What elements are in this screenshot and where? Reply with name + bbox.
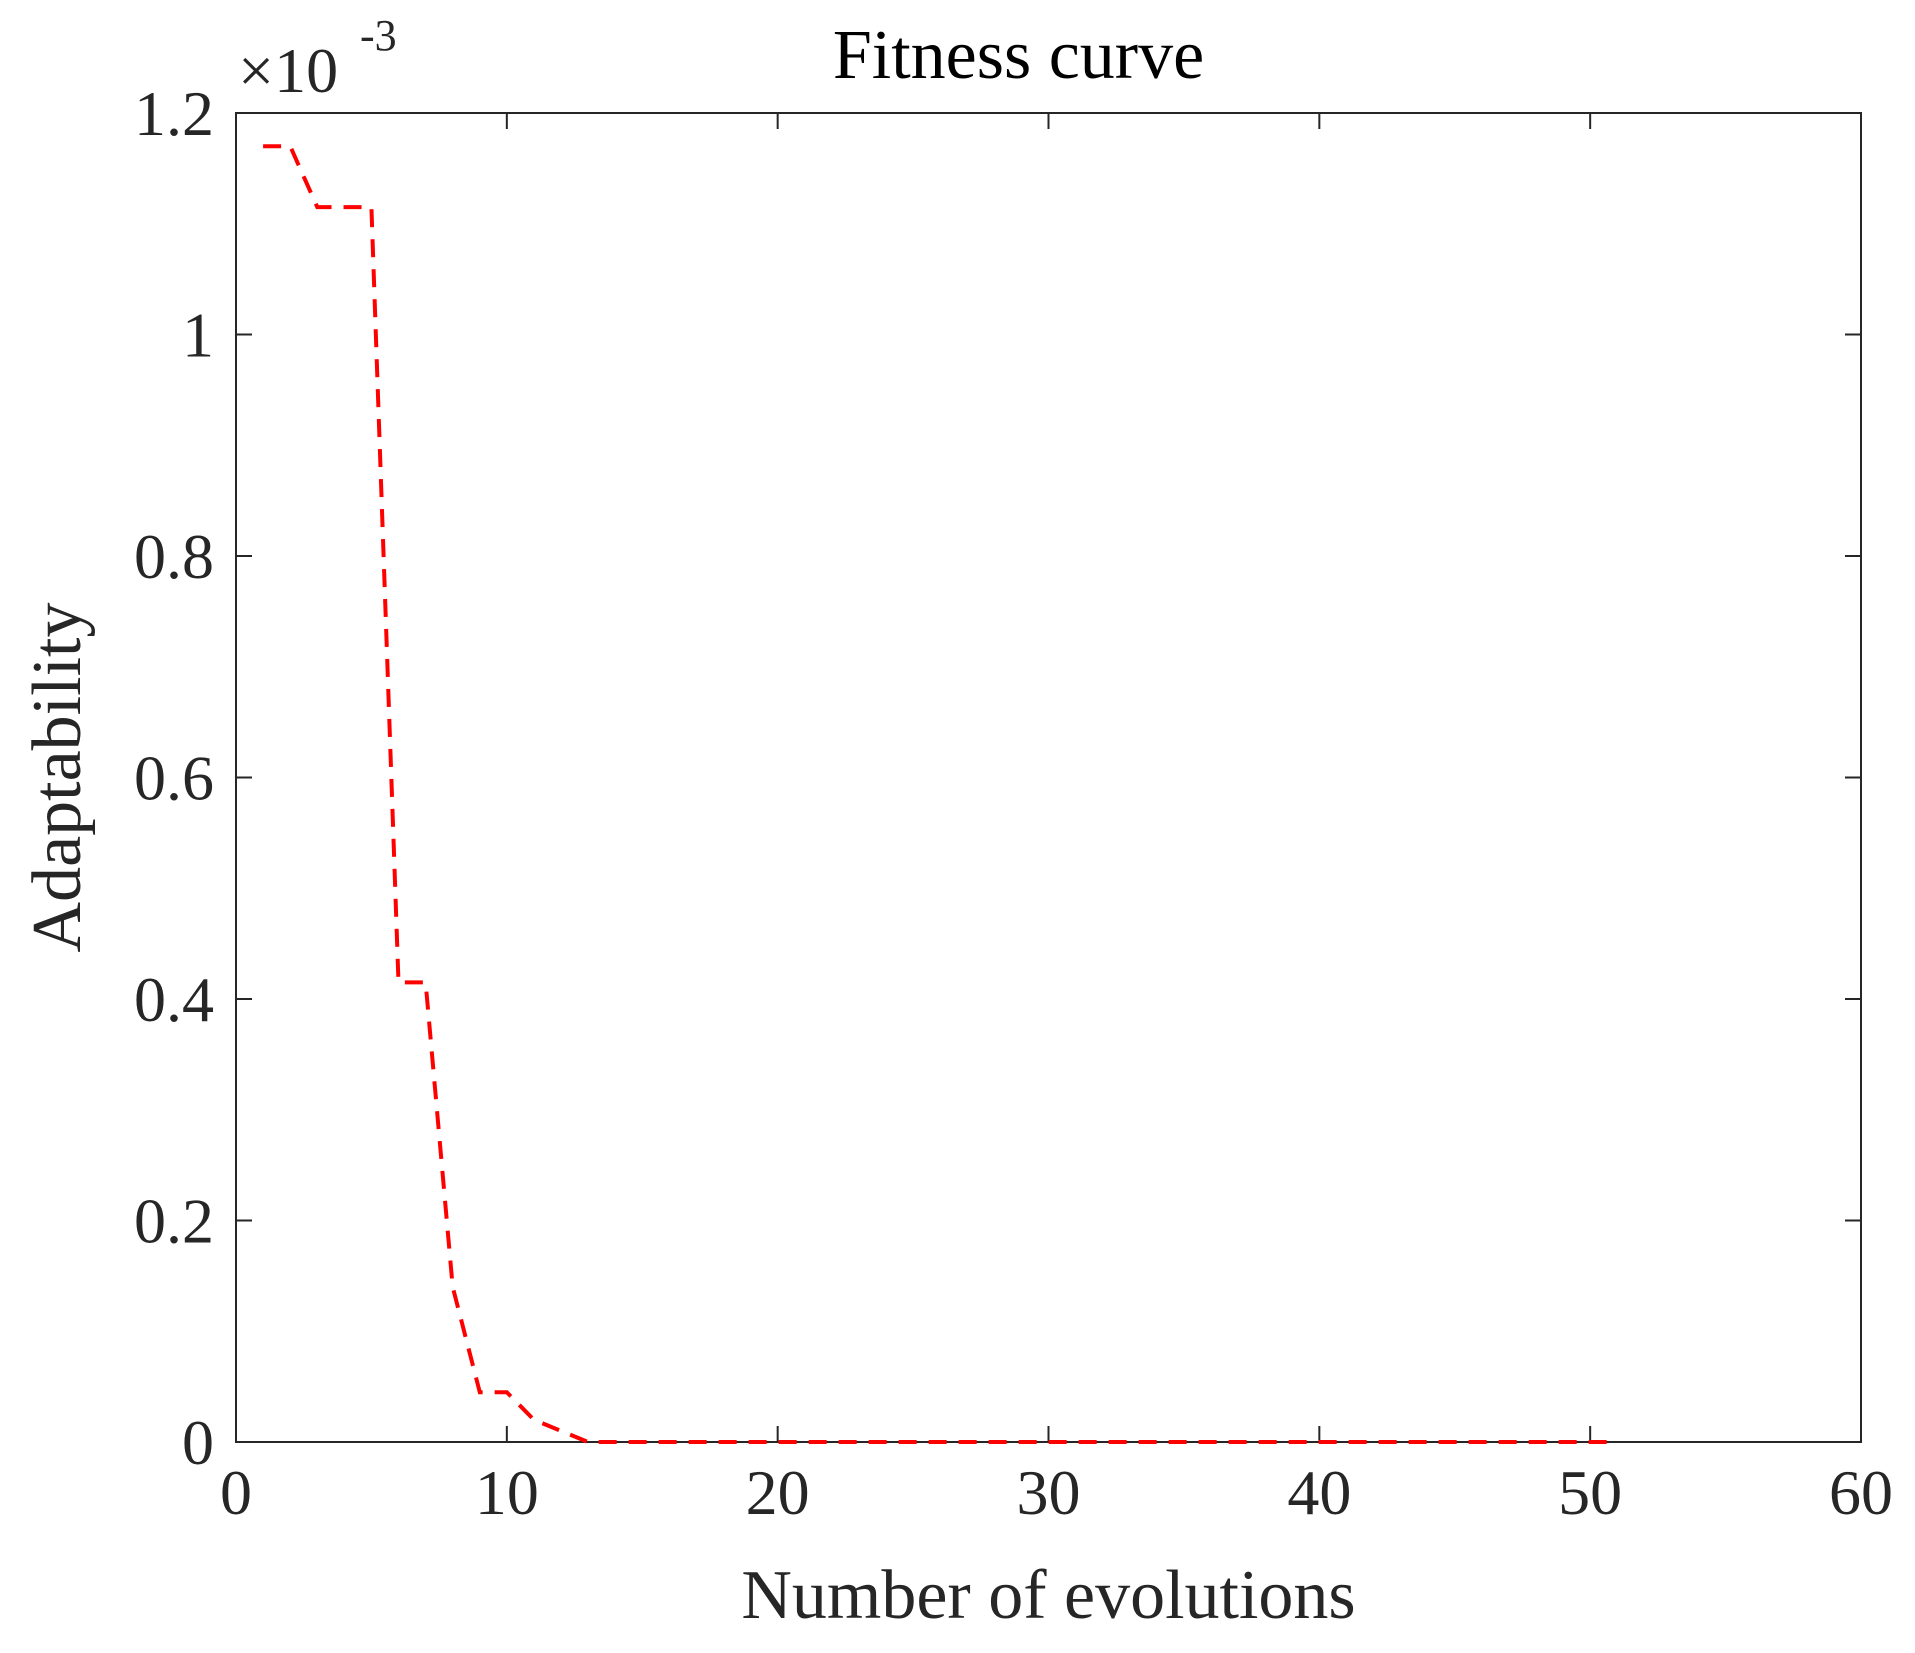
x-tick-label: 60 — [1829, 1457, 1893, 1528]
x-tick-label: 30 — [1017, 1457, 1081, 1528]
y-axis-exponent-base: ×10 — [238, 35, 338, 106]
x-axis-label: Number of evolutions — [741, 1557, 1355, 1634]
plot-area — [235, 112, 1862, 1443]
y-axis-tick-labels: 0 0.2 0.4 0.6 0.8 1 1.2 — [134, 78, 214, 1478]
x-tick-label: 0 — [220, 1457, 252, 1528]
y-tick-label: 0 — [182, 1407, 214, 1478]
y-tick-label: 0.4 — [134, 964, 214, 1035]
chart-title: Fitness curve — [833, 17, 1204, 94]
y-tick-label: 0.6 — [134, 743, 214, 814]
x-tick-label: 40 — [1287, 1457, 1351, 1528]
y-tick-label: 1.2 — [134, 78, 214, 149]
x-tick-label: 20 — [746, 1457, 810, 1528]
y-axis-exponent-power: -3 — [360, 11, 397, 60]
y-axis-ticks — [236, 112, 1861, 1443]
y-tick-label: 0.8 — [134, 521, 214, 592]
x-axis-tick-labels: 0 10 20 30 40 50 60 — [220, 1457, 1893, 1528]
y-tick-label: 0.2 — [134, 1186, 214, 1257]
series-layer — [263, 144, 1618, 1444]
y-tick-label: 1 — [182, 300, 214, 371]
series-line-fitness — [263, 144, 1618, 1444]
x-tick-label: 10 — [475, 1457, 539, 1528]
axes-box — [235, 112, 1862, 1443]
y-axis-label: Adaptability — [19, 603, 96, 953]
x-axis-ticks — [235, 113, 1862, 1442]
x-tick-label: 50 — [1558, 1457, 1622, 1528]
